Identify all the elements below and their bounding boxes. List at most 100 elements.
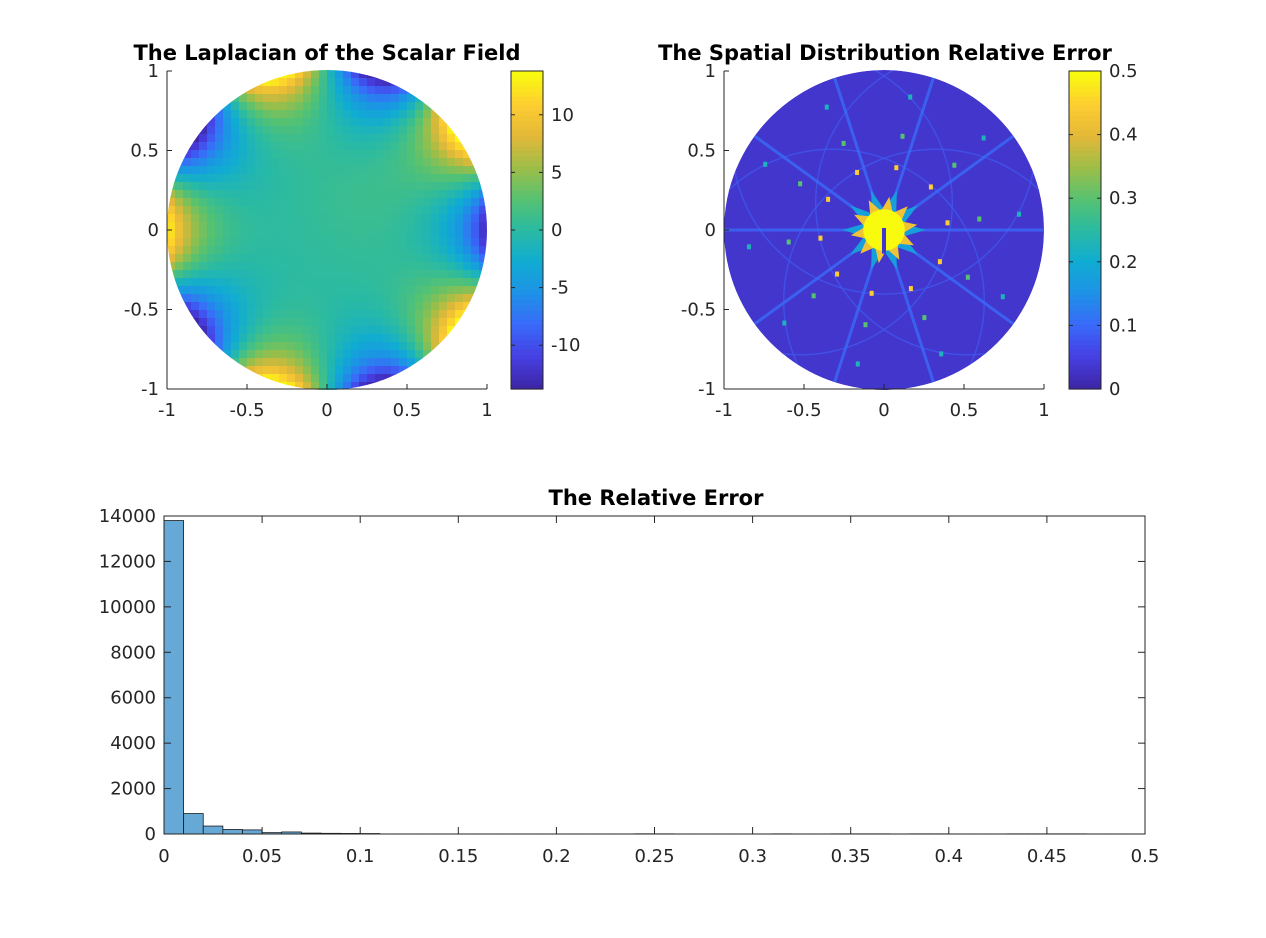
field-cell — [199, 294, 208, 303]
field-cell — [231, 222, 240, 231]
field-cell — [223, 358, 232, 367]
field-cell — [479, 254, 487, 263]
colorbar-swatch — [511, 155, 543, 162]
field-cell — [351, 134, 360, 143]
field-cell — [263, 374, 272, 383]
error-hotspot — [937, 259, 942, 265]
field-cell — [343, 278, 352, 287]
field-cell — [287, 78, 296, 87]
field-cell — [319, 174, 328, 183]
colorbar-swatch — [1069, 150, 1101, 157]
field-cell — [215, 262, 224, 271]
field-cell — [351, 190, 360, 199]
field-cell — [223, 350, 232, 359]
colorbar-swatch — [1069, 145, 1101, 152]
field-cell — [351, 350, 360, 359]
colorbar-swatch — [1069, 384, 1101, 390]
field-cell — [479, 286, 487, 295]
field-cell — [223, 310, 232, 319]
spatial-error-axes: -1 -0.5 0 0.5 110.50-0.5-1 — [681, 61, 1050, 421]
field-cell — [423, 198, 432, 207]
field-cell — [359, 310, 368, 319]
colorbar-swatch — [511, 354, 543, 360]
colorbar-swatch — [511, 80, 543, 87]
field-cell — [223, 150, 232, 159]
field-cell — [255, 86, 264, 95]
field-cell — [439, 118, 448, 127]
field-cell — [367, 374, 376, 383]
field-cell — [311, 126, 320, 135]
field-cell — [255, 350, 264, 359]
field-cell — [383, 262, 392, 271]
colorbar-swatch — [511, 329, 543, 335]
field-cell — [359, 190, 368, 199]
field-cell — [375, 270, 384, 279]
field-cell — [431, 230, 440, 239]
field-cell — [223, 326, 232, 335]
field-cell — [263, 318, 272, 327]
field-cell — [447, 166, 456, 175]
field-cell — [455, 254, 464, 263]
field-cell — [287, 294, 296, 303]
field-cell — [447, 278, 456, 287]
field-cell — [295, 150, 304, 159]
field-cell — [215, 158, 224, 167]
field-cell — [287, 374, 296, 383]
field-cell — [215, 142, 224, 151]
field-cell — [311, 94, 320, 103]
field-cell — [327, 358, 336, 367]
x-tick-label: 0.35 — [831, 846, 871, 867]
field-cell — [215, 278, 224, 287]
field-cell — [199, 158, 208, 167]
field-cell — [287, 174, 296, 183]
field-cell — [383, 142, 392, 151]
field-cell — [447, 318, 456, 327]
field-cell — [207, 278, 216, 287]
field-cell — [479, 166, 487, 175]
colorbar-swatch — [511, 369, 543, 375]
field-cell — [391, 134, 400, 143]
field-cell — [295, 134, 304, 143]
field-cell — [383, 366, 392, 375]
field-cell — [183, 294, 192, 303]
field-cell — [247, 198, 256, 207]
field-cell — [447, 158, 456, 167]
field-cell — [327, 254, 336, 263]
field-cell — [295, 158, 304, 167]
field-cell — [391, 238, 400, 247]
field-cell — [335, 134, 344, 143]
field-cell — [311, 238, 320, 247]
field-cell — [311, 134, 320, 143]
field-cell — [359, 142, 368, 151]
colorbar-swatch — [1069, 75, 1101, 82]
field-cell — [399, 326, 408, 335]
field-cell — [351, 262, 360, 271]
field-cell — [463, 214, 472, 223]
field-cell — [271, 350, 280, 359]
field-cell — [327, 206, 336, 215]
field-cell — [199, 310, 208, 319]
field-cell — [399, 134, 408, 143]
field-cell — [351, 86, 360, 95]
field-cell — [359, 214, 368, 223]
field-cell — [439, 334, 448, 343]
field-cell — [407, 102, 416, 111]
field-cell — [279, 270, 288, 279]
field-cell — [343, 366, 352, 375]
field-cell — [407, 342, 416, 351]
field-cell — [247, 318, 256, 327]
field-cell — [183, 158, 192, 167]
field-cell — [303, 174, 312, 183]
field-cell — [407, 246, 416, 255]
field-cell — [455, 150, 464, 159]
field-cell — [423, 142, 432, 151]
field-cell — [343, 342, 352, 351]
field-cell — [423, 118, 432, 127]
colorbar-swatch — [1069, 239, 1101, 246]
field-cell — [359, 206, 368, 215]
field-cell — [351, 174, 360, 183]
field-cell — [439, 238, 448, 247]
field-cell — [279, 166, 288, 175]
field-cell — [271, 190, 280, 199]
field-cell — [335, 94, 344, 103]
